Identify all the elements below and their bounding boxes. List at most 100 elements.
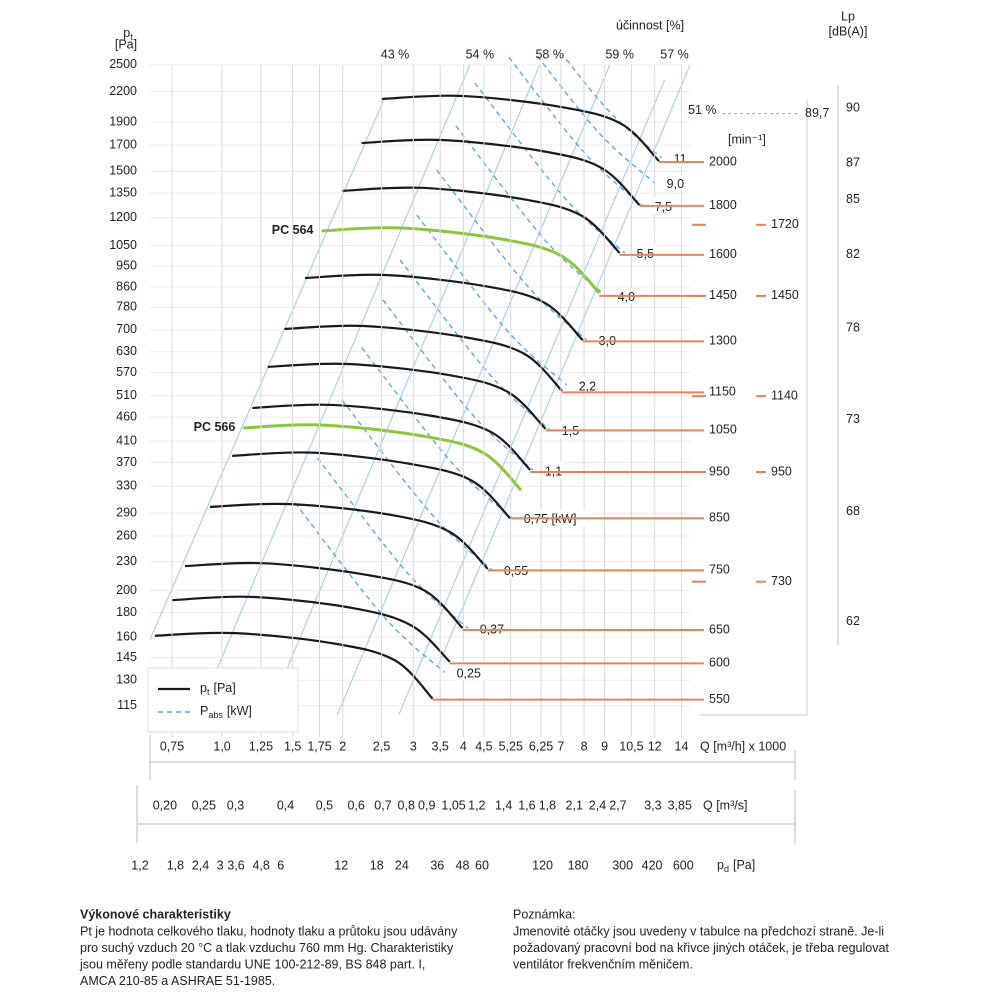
y-tick-label: 780 [116, 300, 137, 314]
lp-tick-label: 90 [846, 100, 860, 114]
x3-tick-label: 1,8 [167, 858, 184, 872]
power-curve [416, 214, 568, 386]
pressure-curve [243, 423, 523, 492]
y-tick-label: 180 [116, 605, 137, 619]
x3-tick-label: 420 [642, 858, 663, 872]
rpm-label: 600 [709, 656, 730, 670]
x2-tick-label: 0,7 [374, 798, 391, 812]
lp-tick-label: 62 [846, 614, 860, 628]
x2-tick-label: 0,9 [418, 798, 435, 812]
x2-tick-label: 0,3 [227, 798, 244, 812]
x2-tick-label: 2,7 [609, 798, 626, 812]
x3-tick-label: 3,6 [227, 858, 244, 872]
x2-tick-label: 1,2 [468, 798, 485, 812]
pressure-curve [304, 273, 584, 341]
efficiency-line [336, 64, 611, 715]
x2-tick-label: 2,1 [566, 798, 583, 812]
power-label: 2,2 [579, 379, 596, 393]
x-tick-label: 9 [601, 739, 608, 753]
y-tick-label: 1500 [109, 164, 137, 178]
note-title: Poznámka: [513, 907, 576, 921]
y-tick-label: 950 [116, 259, 137, 273]
rpm-label: 1150 [709, 385, 736, 399]
power-label-bg [453, 664, 486, 681]
lp-label: Lp [841, 9, 855, 23]
x3-tick-label: 24 [395, 858, 409, 872]
power-curve [436, 169, 588, 341]
x2-tick-label: 1,6 [518, 798, 535, 812]
y-tick-label: 2500 [109, 57, 137, 71]
x-tick-label: 3,5 [431, 739, 448, 753]
power-label-bg [663, 174, 688, 191]
y-tick-label: 160 [116, 629, 137, 643]
rpm2-label: 950 [771, 464, 792, 478]
x3-axis-label: pd [Pa] [717, 858, 755, 874]
x2-tick-label: 0,4 [277, 798, 294, 812]
power-curve [506, 55, 644, 207]
y-tick-label: 410 [116, 433, 137, 447]
legend-label-sub: t [207, 687, 210, 697]
lp-tick-label: 82 [846, 247, 860, 261]
note-line: Jmenovité otáčky jsou uvedeny v tabulce … [513, 924, 884, 938]
y-tick-label: 1700 [109, 137, 137, 151]
rpm2-label: 1140 [771, 388, 798, 402]
y-tick-label: 230 [116, 554, 137, 568]
y-tick-label: 700 [116, 322, 137, 336]
lp-tick-label: 68 [846, 504, 860, 518]
y-axis-label-main: p [123, 26, 130, 40]
x-tick-label: 1,5 [284, 739, 301, 753]
x-tick-label: 5,25 [499, 739, 523, 753]
rpm-label: 650 [709, 622, 730, 636]
y-tick-label: 570 [116, 365, 137, 379]
x-tick-label: 12 [648, 739, 662, 753]
x2-tick-label: 1,05 [441, 798, 465, 812]
pressure-curve [284, 324, 563, 392]
legend-label-main: P [200, 704, 208, 718]
efficiency-label: 58 % [535, 47, 564, 61]
y-axis-label: pt [123, 26, 133, 42]
pressure-curve [361, 138, 641, 206]
x-tick-label: 1,25 [249, 739, 273, 753]
x3-tick-label: 18 [370, 858, 384, 872]
pressure-curve [184, 561, 464, 629]
x3-tick-label: 36 [430, 858, 444, 872]
x2-tick-label: 0,5 [316, 798, 333, 812]
rpm-label: 2000 [709, 154, 737, 168]
x3-tick-label: 4,8 [252, 858, 269, 872]
power-label-bg [575, 377, 600, 394]
x2-tick-label: 3,3 [644, 798, 661, 812]
x-tick-label: 14 [675, 739, 689, 753]
power-curve [294, 502, 446, 673]
rpm-label: 550 [709, 692, 730, 706]
x-tick-label: 3 [410, 739, 417, 753]
power-label-bg [476, 620, 509, 637]
y-tick-label: 1350 [109, 185, 137, 199]
x-tick-label: 2 [339, 739, 346, 753]
y-tick-label: 115 [117, 698, 137, 712]
pressure-curve [171, 595, 451, 663]
rpm-label: 1050 [709, 423, 737, 437]
rpm-label: 1300 [709, 334, 737, 348]
x2-tick-label: 0,6 [347, 798, 364, 812]
rpm-label: 950 [709, 464, 730, 478]
x3-tick-label: 48 [456, 858, 470, 872]
rpm-label: 1800 [709, 198, 737, 212]
legend-label-sub: abs [208, 710, 223, 720]
legend-label-main: p [200, 681, 207, 695]
efficiency-line [398, 79, 666, 715]
lp-tick-label: 85 [846, 192, 860, 206]
power-label-bg [541, 461, 566, 478]
rpm2-label: 730 [771, 574, 792, 588]
note-title: Výkonové charakteristiky [80, 907, 231, 921]
y-tick-label: 370 [116, 455, 137, 469]
power-label: 9,0 [667, 177, 684, 191]
x2-tick-label: 0,20 [153, 798, 177, 812]
x-tick-label: 7 [557, 739, 564, 753]
rpm-label: 850 [709, 511, 730, 525]
x-tick-label: 10,5 [619, 739, 643, 753]
x2-axis-label: Q [m³/s] [703, 798, 747, 812]
x-tick-label: 6,25 [529, 739, 553, 753]
power-curve [361, 347, 513, 519]
y-tick-label: 1050 [109, 238, 137, 252]
